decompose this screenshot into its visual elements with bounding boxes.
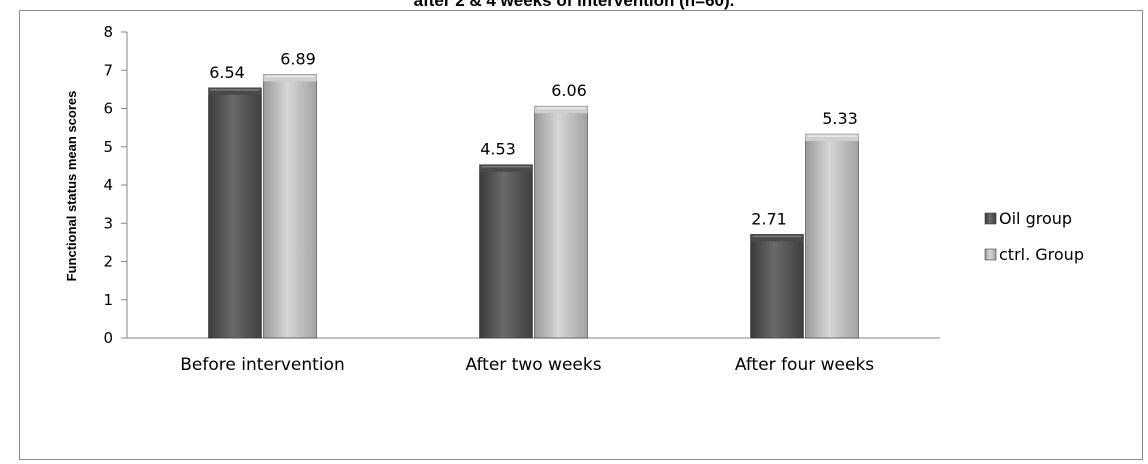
y-tick-label: 4 xyxy=(103,176,113,194)
y-tick-label: 0 xyxy=(103,329,113,347)
x-tick-label: After four weeks xyxy=(735,355,874,375)
bar-top-bevel xyxy=(534,106,588,114)
bars xyxy=(208,74,859,339)
legend-label: ctrl. Group xyxy=(999,245,1084,264)
chart-title: after 2 & 4 weeks of intervention (n=60)… xyxy=(413,0,735,10)
legend-swatch xyxy=(984,212,997,225)
chart-frame xyxy=(19,10,1143,460)
x-tick-label: After two weeks xyxy=(465,355,601,375)
data-label: 4.53 xyxy=(480,140,516,159)
y-axis-label: Functional status mean scores xyxy=(64,91,79,282)
y-tick-label: 1 xyxy=(103,291,113,309)
x-axis: Before intervention After two weeks After … xyxy=(180,355,874,375)
bar-top-bevel xyxy=(805,134,859,142)
bar xyxy=(750,234,804,339)
y-tick-label: 3 xyxy=(103,214,113,232)
y-tick-label: 5 xyxy=(103,138,113,156)
y-tick-label: 6 xyxy=(103,100,113,118)
legend-swatch xyxy=(984,248,997,261)
data-labels: 6.54 6.89 4.53 6.06 2.71 5.33 xyxy=(209,49,858,228)
data-label: 6.54 xyxy=(209,63,245,82)
y-tick-label: 7 xyxy=(103,61,113,79)
bar-top-bevel xyxy=(263,74,317,82)
y-tick-label: 2 xyxy=(103,253,113,271)
bar xyxy=(263,74,317,339)
data-label: 6.89 xyxy=(280,49,316,68)
legend-label: Oil group xyxy=(999,209,1072,228)
bar xyxy=(805,133,859,339)
y-tick-label: 8 xyxy=(103,23,113,41)
bar xyxy=(534,105,588,339)
data-label: 2.71 xyxy=(751,209,787,228)
bar-top-bevel xyxy=(479,164,533,172)
data-label: 6.06 xyxy=(551,81,587,100)
bar-top-bevel xyxy=(750,234,804,242)
legend: Oil group ctrl. Group xyxy=(984,209,1084,264)
bar xyxy=(208,87,262,339)
y-axis: 0 1 2 3 4 5 6 7 8 xyxy=(103,23,940,347)
bar xyxy=(479,164,533,339)
data-label: 5.33 xyxy=(822,109,858,128)
bar-top-bevel xyxy=(208,87,262,95)
x-tick-label: Before intervention xyxy=(180,355,344,375)
